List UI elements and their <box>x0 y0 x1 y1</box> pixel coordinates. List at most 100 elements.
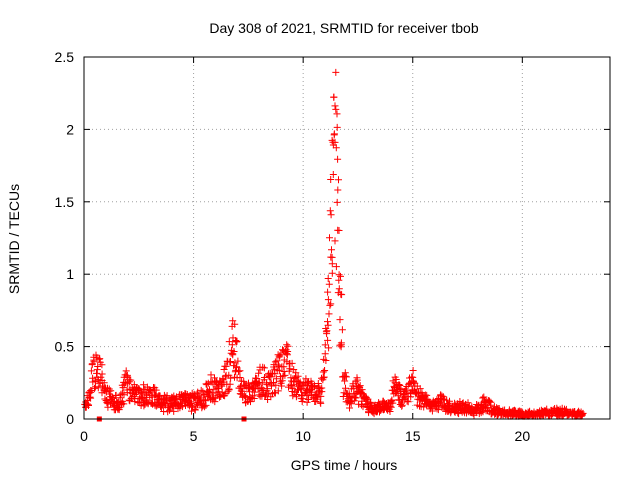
data-point <box>477 409 485 417</box>
data-point <box>325 310 333 318</box>
data-point <box>170 407 178 415</box>
data-point <box>283 341 291 349</box>
data-point <box>85 402 92 409</box>
data-point <box>305 396 312 403</box>
data-point <box>579 409 587 417</box>
data-point <box>278 377 286 385</box>
data-point <box>87 388 95 396</box>
data-point <box>207 371 215 379</box>
data-point <box>94 363 102 370</box>
data-point <box>313 395 321 403</box>
data-point <box>324 275 332 282</box>
x-tick-label: 5 <box>190 428 198 444</box>
data-point <box>326 207 334 215</box>
data-point <box>347 398 355 406</box>
data-point <box>325 344 333 352</box>
data-point <box>321 341 329 349</box>
x-tick-label: 0 <box>80 428 88 444</box>
data-point <box>321 367 329 374</box>
data-point <box>335 276 343 284</box>
data-point <box>337 272 344 280</box>
chart-title: Day 308 of 2021, SRMTID for receiver tbo… <box>209 20 478 36</box>
data-point <box>236 367 244 375</box>
data-point <box>229 351 237 359</box>
data-points <box>81 68 587 422</box>
data-point <box>91 384 98 392</box>
grid-layer <box>84 57 610 419</box>
data-point <box>123 371 131 379</box>
data-point <box>324 296 332 304</box>
data-point <box>116 394 124 402</box>
data-point <box>154 397 162 405</box>
data-point <box>255 369 263 377</box>
data-point <box>233 363 241 371</box>
data-point <box>225 338 233 346</box>
data-point <box>356 382 364 390</box>
data-point <box>319 368 327 376</box>
data-point <box>250 395 258 402</box>
data-point <box>396 401 404 408</box>
data-point <box>274 387 282 395</box>
data-point <box>191 406 199 414</box>
data-point <box>327 211 335 219</box>
data-point <box>333 123 341 131</box>
data-point <box>341 372 349 380</box>
data-point <box>479 408 487 416</box>
data-point <box>231 359 239 367</box>
data-point <box>333 198 341 206</box>
data-point <box>255 391 263 399</box>
data-point <box>335 176 342 184</box>
data-point <box>355 400 363 408</box>
data-point <box>222 362 230 370</box>
data-point <box>396 389 404 397</box>
data-point <box>326 301 334 309</box>
data-point <box>332 144 340 152</box>
data-point <box>234 357 242 365</box>
data-point <box>278 382 286 390</box>
data-point <box>231 320 239 328</box>
data-point <box>332 105 340 113</box>
data-point <box>327 300 335 308</box>
data-point <box>410 378 417 386</box>
data-point <box>94 384 102 392</box>
data-point <box>225 386 233 394</box>
data-point <box>284 348 292 355</box>
data-point <box>330 93 338 101</box>
data-point <box>127 376 135 384</box>
data-point <box>335 227 343 234</box>
data-point <box>386 408 394 415</box>
data-point <box>96 355 104 363</box>
data-point <box>326 234 333 242</box>
y-tick-label: 2 <box>66 121 74 137</box>
data-point <box>324 318 331 326</box>
data-point <box>324 288 332 296</box>
data-point <box>225 371 233 379</box>
data-point <box>221 373 229 381</box>
data-point <box>352 378 360 386</box>
data-point <box>197 386 205 394</box>
data-point <box>331 102 339 110</box>
data-point <box>107 387 115 395</box>
data-point <box>282 346 290 354</box>
data-point <box>338 291 346 299</box>
data-point <box>320 373 328 381</box>
data-point <box>328 246 335 254</box>
data-point <box>100 379 108 387</box>
x-tick-label: 15 <box>405 428 421 444</box>
data-point <box>358 386 366 394</box>
data-point <box>230 348 238 355</box>
data-point <box>107 393 115 401</box>
data-point <box>336 316 344 324</box>
data-point <box>267 393 275 401</box>
data-point <box>328 253 336 261</box>
data-point <box>98 370 106 378</box>
data-point <box>337 341 345 349</box>
data-point <box>342 373 350 381</box>
data-point <box>267 373 275 381</box>
data-point <box>333 110 341 118</box>
data-point <box>87 367 95 375</box>
data-point <box>120 400 128 408</box>
data-point <box>272 375 280 383</box>
data-point <box>325 280 333 288</box>
